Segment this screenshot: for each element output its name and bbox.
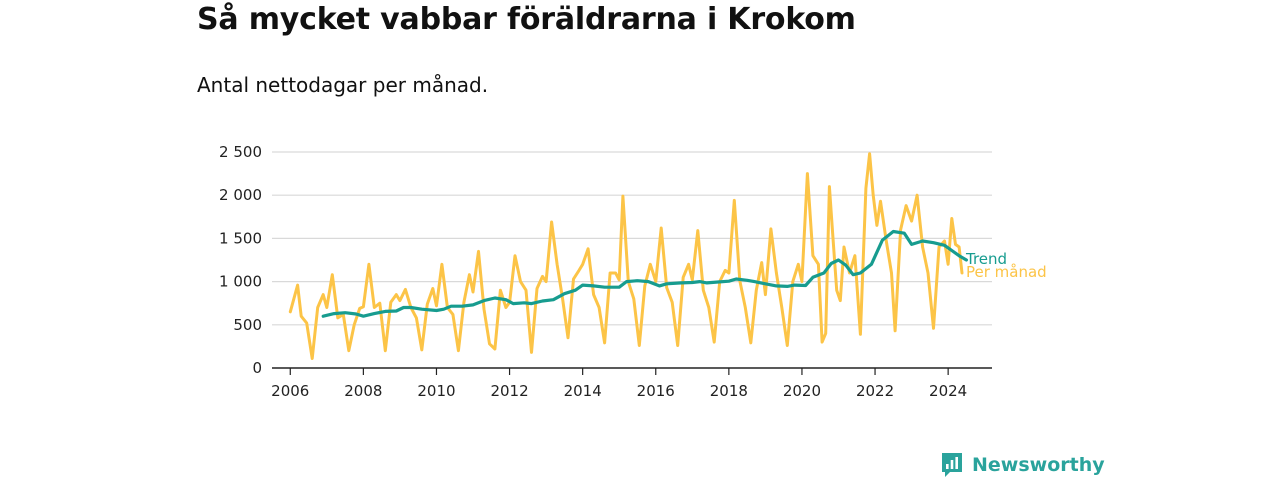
trend-series-label: Trend [965, 250, 1007, 268]
y-axis-labels: 0 500 1 000 1 500 2 000 2 500 [219, 143, 262, 377]
x-tick-label: 2012 [490, 382, 528, 400]
x-tick-label: 2014 [564, 382, 602, 400]
y-tick-label: 1 500 [219, 229, 262, 247]
chart-subtitle: Antal nettodagar per månad. [197, 73, 489, 97]
monthly-series-label: Per månad [966, 263, 1047, 281]
brand-name: Newsworthy [972, 454, 1105, 476]
monthly-line [288, 152, 964, 360]
trend-line [321, 229, 968, 318]
chart-title: Så mycket vabbar föräldrarna i Krokom [197, 2, 856, 37]
y-tick-label: 1 000 [219, 273, 262, 291]
y-tick-label: 2 500 [219, 143, 262, 161]
x-tick-label: 2006 [271, 382, 309, 400]
x-tick-label: 2018 [710, 382, 748, 400]
x-tick-label: 2022 [856, 382, 894, 400]
x-tick-label: 2010 [417, 382, 455, 400]
x-axis: 2006 2008 2010 2012 2014 2016 2018 2020 2022 2024 [271, 367, 992, 400]
series-lines [288, 152, 968, 360]
x-tick-label: 2016 [637, 382, 675, 400]
y-tick-label: 0 [252, 359, 262, 377]
x-tick-label: 2020 [783, 382, 821, 400]
x-tick-label: 2024 [929, 382, 967, 400]
chart-bubble-icon [942, 453, 962, 477]
y-tick-label: 500 [233, 316, 262, 334]
y-tick-label: 2 000 [219, 186, 262, 204]
newsworthy-logo[interactable]: Newsworthy [940, 451, 1105, 479]
x-tick-label: 2008 [344, 382, 382, 400]
